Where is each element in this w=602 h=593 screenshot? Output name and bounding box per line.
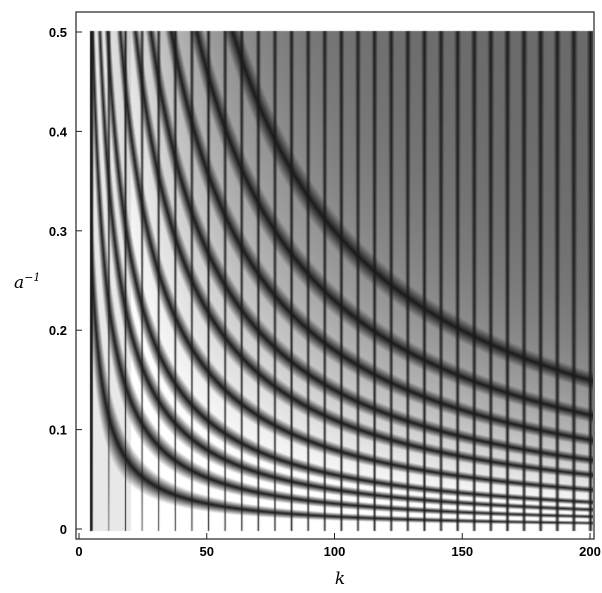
y-axis-label-base: a [14, 273, 24, 293]
x-tick-label: 100 [324, 544, 346, 559]
x-axis-label: k [335, 569, 345, 589]
y-tick-label: 0.2 [49, 323, 67, 338]
x-axis: 0 50 100 150 200 [75, 533, 601, 559]
y-tick-label: 0.4 [49, 124, 68, 139]
y-tick-label: 0.1 [49, 423, 67, 438]
x-tick-label: 0 [75, 544, 82, 559]
x-tick-label: 50 [200, 544, 214, 559]
y-axis-label: a−1 [14, 271, 40, 293]
y-axis-label-exponent: −1 [24, 271, 40, 284]
y-tick-label: 0.5 [49, 25, 67, 40]
x-tick-label: 150 [451, 544, 473, 559]
heatmap-layer [77, 13, 593, 538]
heatmap-image [77, 13, 593, 538]
y-tick-label: 0.3 [49, 224, 67, 239]
x-tick-label: 200 [579, 544, 601, 559]
y-axis: 0 0.1 0.2 0.3 0.4 0.5 [49, 25, 82, 537]
y-tick-label: 0 [60, 522, 67, 537]
